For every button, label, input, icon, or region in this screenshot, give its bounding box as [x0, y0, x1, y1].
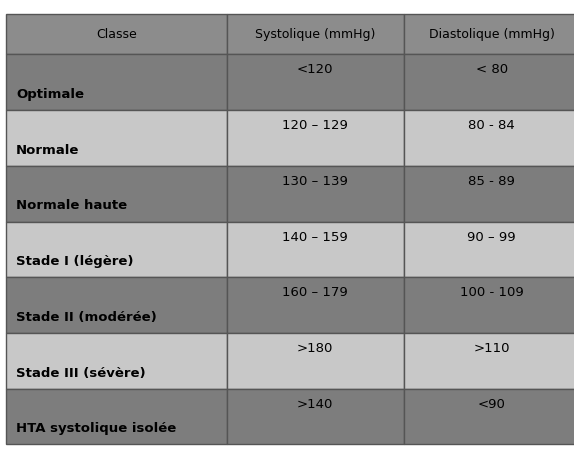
Text: Optimale: Optimale — [16, 88, 84, 101]
Text: >180: >180 — [297, 342, 333, 355]
Text: Normale: Normale — [16, 144, 79, 157]
Bar — [6, 389, 227, 445]
Text: Normale haute: Normale haute — [16, 200, 127, 212]
Text: 140 – 159: 140 – 159 — [282, 231, 348, 244]
Bar — [404, 54, 574, 110]
Text: 85 - 89: 85 - 89 — [468, 175, 515, 188]
Text: 160 – 179: 160 – 179 — [282, 286, 348, 299]
Bar — [227, 333, 404, 389]
Bar — [404, 110, 574, 166]
Bar — [227, 277, 404, 333]
Bar — [404, 389, 574, 445]
Bar — [6, 110, 227, 166]
Text: < 80: < 80 — [476, 63, 507, 77]
Text: Systolique (mmHg): Systolique (mmHg) — [255, 28, 375, 41]
Bar — [6, 333, 227, 389]
Text: 90 – 99: 90 – 99 — [467, 231, 516, 244]
Text: HTA systolique isolée: HTA systolique isolée — [16, 422, 176, 435]
Bar — [227, 14, 404, 54]
Text: 130 – 139: 130 – 139 — [282, 175, 348, 188]
Bar — [6, 14, 227, 54]
Text: <120: <120 — [297, 63, 333, 77]
Text: Stade III (sévère): Stade III (sévère) — [16, 367, 146, 380]
Text: Stade II (modérée): Stade II (modérée) — [16, 311, 157, 324]
Text: >110: >110 — [474, 342, 510, 355]
Text: Diastolique (mmHg): Diastolique (mmHg) — [429, 28, 554, 41]
Bar — [227, 221, 404, 277]
Bar — [404, 166, 574, 221]
Bar — [6, 54, 227, 110]
Bar — [227, 110, 404, 166]
Bar — [227, 166, 404, 221]
Bar — [404, 14, 574, 54]
Text: 80 - 84: 80 - 84 — [468, 119, 515, 132]
Bar — [227, 54, 404, 110]
Text: Stade I (légère): Stade I (légère) — [16, 255, 134, 268]
Bar — [6, 221, 227, 277]
Text: >140: >140 — [297, 398, 333, 411]
Bar — [404, 221, 574, 277]
Bar — [6, 277, 227, 333]
Text: <90: <90 — [478, 398, 506, 411]
Bar — [404, 333, 574, 389]
Bar — [227, 389, 404, 445]
Bar — [6, 166, 227, 221]
Bar — [404, 277, 574, 333]
Text: 120 – 129: 120 – 129 — [282, 119, 348, 132]
Text: 100 - 109: 100 - 109 — [460, 286, 523, 299]
Text: Classe: Classe — [96, 28, 137, 41]
